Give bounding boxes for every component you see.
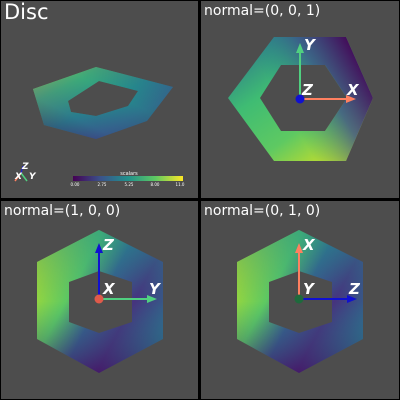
viewport-title: normal=(1, 0, 0) <box>4 203 121 219</box>
widget-label-y: Y <box>29 172 37 182</box>
axis-label-x: X <box>302 236 316 254</box>
scalar-bar-tick: 5.25 <box>125 182 134 187</box>
axis-label-y: Y <box>304 36 317 54</box>
viewport-title: Disc <box>4 1 49 24</box>
axis-label-y: Y <box>149 280 162 298</box>
scalar-bar-gradient <box>73 176 183 181</box>
viewport-disc[interactable]: Disc <box>1 1 198 198</box>
scalar-bar: scalars 0.00 2.75 5.25 8.00 11.0 <box>71 171 185 187</box>
axes-triad: Z X Y <box>294 236 361 304</box>
widget-label-x: X <box>14 172 23 182</box>
viewport-title: normal=(0, 1, 0) <box>204 203 321 219</box>
axes-triad: X Y Z <box>295 36 360 104</box>
axis-label-z: Z <box>102 236 115 254</box>
viewport-normal-y[interactable]: normal=(0, 1, 0) <box>201 201 399 399</box>
hexagon-render: Y Z X <box>37 230 163 373</box>
hexagon-render: Z X Y <box>237 230 363 373</box>
disc-3d-render: Z X Y scalars 0.00 2.75 <box>14 67 185 187</box>
viewport-normal-z[interactable]: normal=(0, 0, 1) <box>201 1 399 198</box>
viewport-normal-x[interactable]: normal=(1, 0, 0) <box>1 201 198 399</box>
orientation-widget: Z X Y <box>14 162 37 182</box>
axis-label-y: Y <box>303 280 316 298</box>
axis-label-x: X <box>346 81 360 99</box>
scalar-bar-tick: 8.00 <box>151 182 160 187</box>
widget-label-z: Z <box>21 162 29 172</box>
scalar-bar-tick: 11.0 <box>176 182 185 187</box>
viewport-title: normal=(0, 0, 1) <box>204 3 321 19</box>
scalar-bar-title: scalars <box>120 171 138 177</box>
axes-triad: Y Z X <box>94 236 162 304</box>
hexagon-render: X Y Z <box>228 36 373 161</box>
axis-label-z: Z <box>301 81 314 99</box>
axis-label-z: Z <box>348 280 361 298</box>
scalar-bar-tick: 2.75 <box>98 182 107 187</box>
scalar-bar-tick: 0.00 <box>71 182 80 187</box>
axis-label-x: X <box>102 280 116 298</box>
